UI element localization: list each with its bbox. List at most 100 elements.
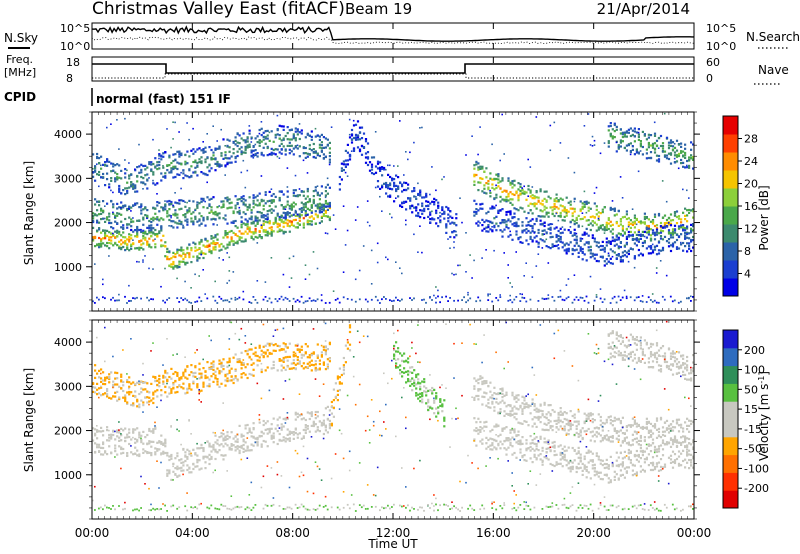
range-cell — [268, 427, 271, 430]
range-cell — [268, 429, 271, 432]
range-cell — [673, 211, 677, 214]
range-cell — [158, 201, 161, 204]
range-cell — [226, 434, 229, 437]
range-cell — [507, 227, 510, 230]
range-cell — [242, 434, 245, 437]
range-cell — [635, 131, 638, 134]
range-cell — [102, 429, 105, 433]
range-cell — [244, 204, 247, 207]
range-cell — [252, 444, 255, 447]
range-cell — [649, 134, 653, 137]
range-cell — [278, 144, 281, 147]
range-cell — [160, 179, 163, 182]
range-cell — [503, 221, 506, 224]
range-cell — [487, 186, 490, 189]
nsearch-tick-low: 10^0 — [706, 40, 736, 53]
noise-cell — [499, 159, 501, 162]
range-cell — [250, 221, 253, 224]
range-cell — [138, 381, 141, 385]
range-cell — [521, 189, 524, 192]
ground-cell — [256, 301, 259, 304]
range-cell — [302, 417, 305, 420]
range-cell — [393, 185, 396, 188]
range-cell — [140, 168, 143, 171]
range-cell — [421, 212, 424, 215]
range-cell — [96, 393, 99, 396]
range-cell — [473, 199, 476, 202]
range-cell — [114, 450, 117, 453]
noise-cell — [489, 189, 491, 192]
range-cell — [128, 249, 131, 252]
ground-cell — [102, 296, 104, 299]
range-cell — [511, 238, 514, 241]
range-cell — [214, 242, 217, 245]
range-cell — [180, 469, 183, 472]
range-cell — [680, 150, 683, 153]
noise-cell — [228, 338, 231, 340]
ground-cell — [609, 302, 612, 304]
range-cell — [116, 383, 119, 386]
range-cell — [234, 195, 237, 198]
range-cell — [138, 246, 141, 249]
range-cell — [224, 442, 227, 445]
range-cell — [100, 155, 103, 158]
range-cell — [284, 221, 287, 224]
range-cell — [144, 381, 147, 384]
range-cell — [680, 221, 683, 224]
range-cell — [242, 443, 245, 447]
range-cell — [633, 140, 636, 143]
noise-cell — [288, 486, 291, 489]
range-cell — [611, 250, 614, 253]
range-cell — [260, 226, 263, 229]
range-cell — [310, 424, 313, 427]
range-cell — [240, 444, 243, 448]
noise-cell — [529, 166, 532, 168]
range-cell — [623, 215, 626, 218]
range-cell — [684, 147, 687, 150]
range-cell — [326, 183, 329, 186]
range-cell — [535, 196, 538, 199]
range-cell — [543, 190, 546, 193]
range-cell — [328, 205, 331, 208]
range-cell — [186, 388, 189, 391]
range-cell — [230, 239, 233, 243]
range-cell — [607, 260, 610, 263]
range-cell — [256, 135, 259, 138]
range-cell — [631, 238, 634, 241]
range-cell — [176, 452, 179, 455]
range-cell — [136, 454, 139, 457]
range-cell — [601, 240, 604, 243]
range-cell — [226, 222, 229, 225]
range-cell — [192, 241, 195, 244]
range-cell — [296, 133, 299, 136]
range-cell — [190, 220, 193, 223]
range-cell — [254, 217, 257, 220]
range-cell — [312, 142, 315, 146]
range-cell — [224, 151, 227, 154]
range-cell — [561, 219, 564, 222]
range-cell — [98, 392, 101, 395]
range-cell — [148, 161, 151, 164]
range-cell — [248, 230, 251, 233]
range-cell — [106, 377, 109, 380]
range-cell — [499, 187, 502, 190]
noise-cell — [599, 152, 602, 155]
range-cell — [224, 454, 227, 457]
range-cell — [190, 165, 193, 168]
range-cell — [545, 200, 548, 203]
noise-cell — [531, 276, 534, 278]
range-cell — [387, 187, 390, 190]
range-cell — [168, 469, 171, 472]
range-cell — [208, 378, 211, 381]
range-cell — [509, 183, 512, 186]
range-cell — [136, 427, 139, 430]
range-cell — [102, 237, 105, 240]
range-cell — [214, 450, 217, 453]
range-cell — [280, 364, 283, 367]
range-cell — [258, 359, 261, 362]
range-cell — [692, 239, 695, 242]
noise-cell — [493, 249, 495, 252]
noise-cell — [519, 293, 521, 295]
velocity-field — [92, 320, 695, 512]
range-cell — [686, 232, 689, 236]
